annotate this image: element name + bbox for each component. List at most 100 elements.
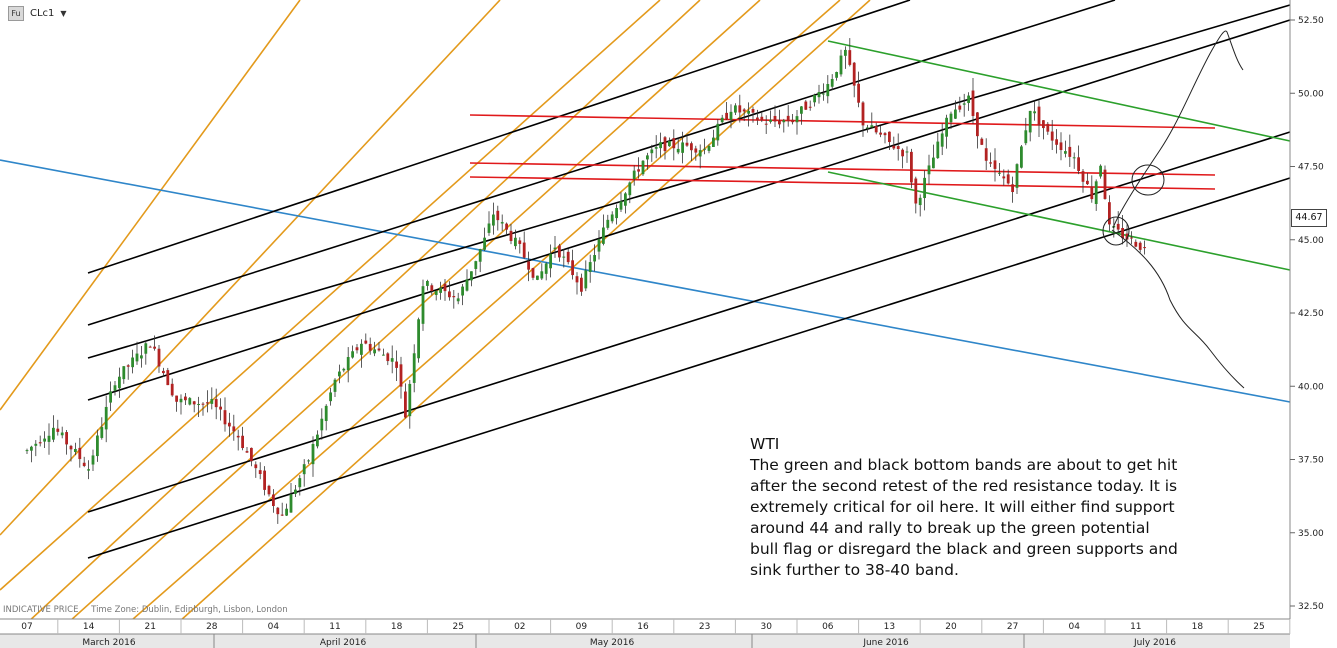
day-tick-label: 04 <box>1068 622 1080 632</box>
indicative-price-label: INDICATIVE PRICE <box>3 605 79 615</box>
candle-up <box>373 349 376 354</box>
price-axis-bg <box>1290 0 1337 619</box>
candle-down <box>386 353 390 362</box>
candle-up <box>1033 111 1036 114</box>
price-axis[interactable]: 32.50 35.00 37.50 40.00 42.50 45.00 47.50 50.00… <box>1289 0 1337 619</box>
futures-icon: Fu <box>8 6 24 21</box>
candle-up <box>650 149 654 154</box>
candle-down <box>236 435 240 438</box>
candle-up <box>500 222 504 224</box>
candle-up <box>835 72 838 78</box>
candle-up <box>329 392 332 402</box>
candle-down <box>38 442 42 444</box>
month-label: May 2016 <box>590 638 635 648</box>
candle-up <box>346 357 350 371</box>
time-axis[interactable]: 07 14 21 28 04 11 18 25 02 09 16 23 30 06 13 20 27 04 11 18… <box>0 618 1337 648</box>
candle-down <box>852 62 856 86</box>
candle-down <box>192 401 196 405</box>
candle-up <box>43 438 46 442</box>
candle-up <box>461 286 464 296</box>
freehand-drawing-layer <box>1102 30 1245 389</box>
candle-up <box>316 434 319 447</box>
candle-up <box>342 368 346 371</box>
candle-up <box>338 371 341 377</box>
projection-down-path <box>1111 229 1245 389</box>
candle-down <box>672 138 676 149</box>
candle-up <box>104 406 108 430</box>
candle-down <box>214 399 218 408</box>
candle-down <box>245 451 249 453</box>
candle-up <box>940 133 944 147</box>
candle-down <box>558 245 561 258</box>
candle-up <box>817 92 821 98</box>
candle-down <box>914 178 918 204</box>
candle-up <box>434 290 438 295</box>
candle-down <box>162 370 165 374</box>
candle-down <box>808 106 812 108</box>
candle-down <box>65 432 68 445</box>
symbol-label[interactable]: CLc1 <box>30 8 55 19</box>
black-channel-line <box>87 4 1291 359</box>
candle-down <box>575 276 579 283</box>
candle-down <box>1116 223 1120 230</box>
candle-up <box>870 125 874 128</box>
candle-up <box>210 399 214 404</box>
candle-up <box>707 145 711 151</box>
candle-up <box>465 279 469 291</box>
timezone-label: Time Zone: Dublin, Edinburgh, Lisbon, Lo… <box>91 605 288 615</box>
candle-down <box>1134 241 1138 247</box>
candle-up <box>866 127 869 129</box>
candle-up <box>188 398 192 405</box>
note-title: WTI <box>750 435 780 453</box>
candle-up <box>1064 151 1067 154</box>
symbol-bar: Fu CLc1 ▼ <box>8 6 67 21</box>
candle-up <box>562 256 566 258</box>
price-tick-label: 47.50 <box>1298 163 1324 173</box>
candle-down <box>82 462 86 466</box>
candle-down <box>166 370 170 386</box>
day-tick-label: 20 <box>945 622 957 632</box>
candle-down <box>1125 233 1129 240</box>
candle-down <box>430 285 434 292</box>
price-tick-label: 40.00 <box>1298 382 1324 392</box>
candle-up <box>813 95 816 103</box>
green-flag-line <box>827 40 1291 142</box>
candle-down <box>690 143 693 151</box>
candle-down <box>1068 146 1072 157</box>
candle-up <box>712 137 715 147</box>
candlestick-layer <box>25 38 1146 524</box>
candle-up <box>795 116 799 123</box>
candle-up <box>52 427 55 440</box>
candle-down <box>452 296 456 298</box>
candle-up <box>456 298 460 302</box>
candle-down <box>1130 237 1133 239</box>
day-tick-label: 25 <box>452 622 463 632</box>
day-tick-label: 27 <box>1007 622 1018 632</box>
candle-down <box>1011 184 1014 193</box>
chevron-down-icon[interactable]: ▼ <box>60 9 67 18</box>
candle-up <box>289 494 293 513</box>
day-tick-label: 25 <box>1253 622 1264 632</box>
candle-down <box>399 364 403 387</box>
candle-up <box>698 150 702 157</box>
day-tick-label: 11 <box>329 622 340 632</box>
candle-down <box>1059 142 1063 151</box>
month-strip <box>0 634 1290 648</box>
candle-down <box>778 120 781 125</box>
candle-up <box>470 271 473 281</box>
candle-up <box>597 239 601 252</box>
candle-down <box>219 406 222 410</box>
candle-up <box>492 214 495 226</box>
candle-down <box>69 445 73 450</box>
candle-down <box>1081 171 1085 182</box>
candle-up <box>1094 181 1098 205</box>
candle-up <box>540 271 544 279</box>
candle-down <box>355 347 359 351</box>
candle-down <box>531 268 535 278</box>
candle-down <box>175 395 178 402</box>
candle-up <box>646 155 649 160</box>
orange-channel-line <box>149 0 871 648</box>
candle-up <box>593 255 596 262</box>
candle-up <box>998 172 1001 174</box>
